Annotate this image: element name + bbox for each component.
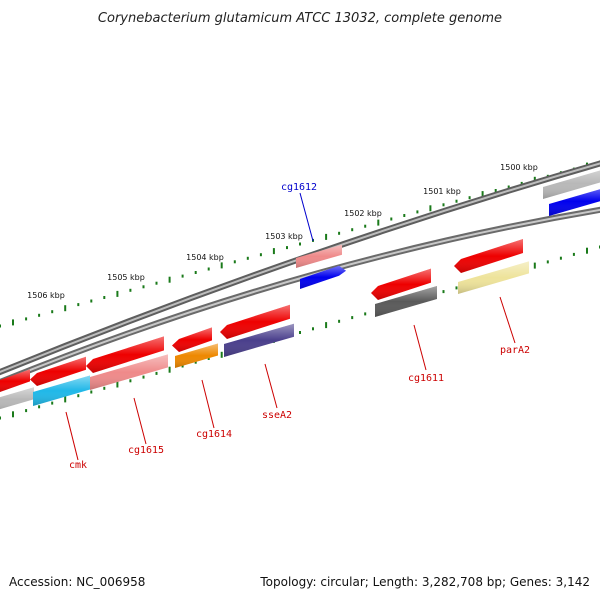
gene-label-cg1612: cg1612 — [281, 182, 317, 193]
cds-feature-cg1611 — [375, 286, 437, 317]
tick-label-1505: 1505 kbp — [107, 273, 145, 282]
leader-line — [201, 379, 215, 429]
cds-feature — [30, 356, 86, 386]
cds-feature — [86, 336, 164, 373]
map-title: Corynebacterium glutamicum ATCC 13032, c… — [98, 11, 502, 26]
cds-feature — [0, 369, 30, 392]
cds-feature — [172, 327, 212, 352]
gene-label-cmk: cmk — [69, 460, 87, 471]
tick-label-1503: 1503 kbp — [265, 232, 303, 241]
cds-feature — [220, 304, 290, 339]
tick-label-1504: 1504 kbp — [186, 253, 224, 262]
tick-label-1501: 1501 kbp — [423, 187, 461, 196]
gene-label-cg1614: cg1614 — [196, 429, 232, 440]
cds-feature-cg1614 — [175, 343, 218, 368]
cds-feature — [371, 268, 431, 300]
cds-feature-cg1615 — [90, 354, 168, 390]
gene-features — [0, 170, 600, 410]
tick-label-1500: 1500 kbp — [500, 163, 538, 172]
leader-line — [299, 192, 314, 242]
leader-line — [499, 296, 516, 344]
tick-label-1502: 1502 kbp — [344, 209, 382, 218]
leader-line — [65, 411, 79, 461]
gene-label-cg1615: cg1615 — [128, 445, 164, 456]
cds-feature-parA2 — [458, 261, 529, 294]
cds-feature-sseA2 — [224, 323, 294, 357]
leader-line — [133, 397, 147, 445]
cds-feature — [549, 189, 600, 216]
genome-summary: Topology: circular; Length: 3,282,708 bp… — [260, 575, 590, 589]
cds-feature — [300, 265, 346, 289]
backbone-highlight — [0, 208, 600, 384]
gene-label-parA2: parA2 — [500, 345, 530, 356]
tick-label-1506: 1506 kbp — [27, 291, 65, 300]
gene-label-sseA2: sseA2 — [262, 410, 292, 421]
cds-feature — [543, 170, 600, 199]
cds-feature — [0, 387, 34, 410]
accession-label: Accession: NC_006958 — [9, 575, 146, 589]
cds-feature-cg1612 — [296, 244, 342, 268]
leader-line — [413, 324, 427, 371]
gene-labels: cmk cg1615 cg1614 sseA2 cg1612 cg1611 parA2 — [65, 182, 530, 471]
leader-line — [264, 363, 278, 409]
gene-label-cg1611: cg1611 — [408, 373, 444, 384]
cds-feature-cmk — [33, 375, 90, 406]
cds-feature — [454, 239, 523, 273]
